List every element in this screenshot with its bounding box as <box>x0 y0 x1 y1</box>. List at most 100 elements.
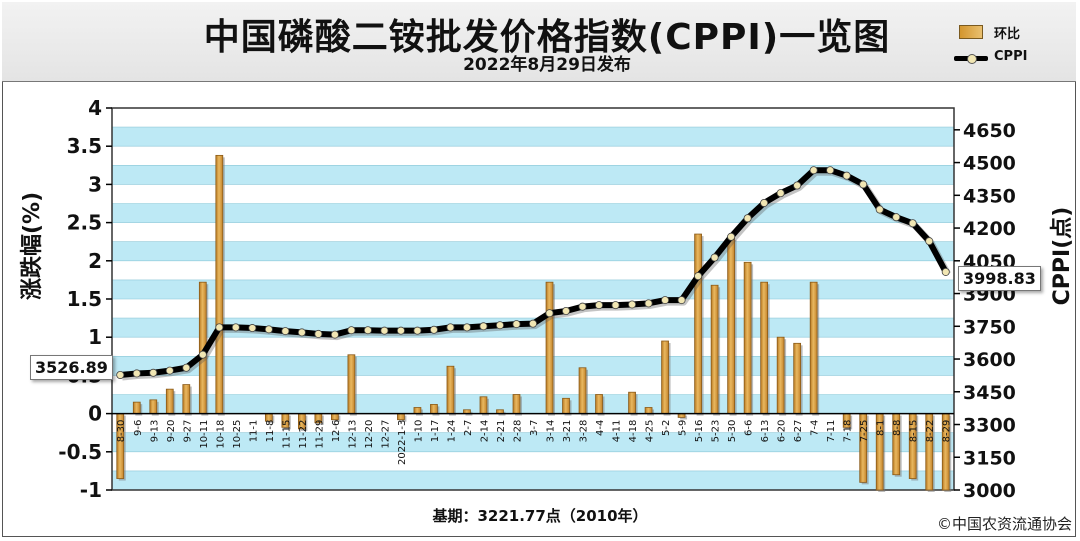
cppi-marker <box>925 237 934 246</box>
plot-band <box>112 222 954 242</box>
x-tick-label: 11-15 <box>281 420 292 449</box>
legend-item-line: CPPI <box>954 48 1074 68</box>
cppi-marker <box>595 301 604 310</box>
bar <box>479 396 488 414</box>
cppi-marker <box>116 370 125 379</box>
cppi-marker <box>760 198 769 207</box>
x-tick-label: 2022-1-3 <box>397 420 408 465</box>
x-tick-label: 4-11 <box>612 420 623 443</box>
x-tick-label: 6-27 <box>793 420 804 443</box>
plot-band <box>112 165 954 185</box>
base-period-note: 基期：3221.77点（2010年） <box>432 507 648 525</box>
legend-line-marker <box>967 54 977 64</box>
cppi-marker <box>215 323 224 332</box>
plot-band <box>112 432 954 452</box>
x-tick-label: 1-17 <box>430 420 441 443</box>
plot-band <box>112 394 954 414</box>
x-tick-label: 5-2 <box>661 420 672 436</box>
cppi-marker <box>495 321 504 330</box>
bar <box>694 233 702 414</box>
x-tick-label: 8-15 <box>909 420 920 443</box>
bar <box>165 388 174 415</box>
x-tick-label: 4-4 <box>595 420 606 436</box>
bar <box>182 384 191 414</box>
x-tick-label: 7-4 <box>810 420 821 436</box>
cppi-marker <box>727 232 736 241</box>
cppi-marker <box>908 219 917 228</box>
x-tick-label: 11-22 <box>298 420 309 449</box>
cppi-marker <box>677 296 686 305</box>
left-axis-title: 涨跌幅(%) <box>20 191 45 300</box>
plot-band <box>112 260 954 280</box>
x-tick-label: 6-13 <box>760 420 771 443</box>
legend-line-label: CPPI <box>994 49 1028 64</box>
right-tick-label: 3750 <box>963 316 1016 338</box>
cppi-marker <box>809 166 818 175</box>
x-tick-label: 6-6 <box>744 420 755 436</box>
left-tick-label: 3.5 <box>67 134 102 158</box>
cppi-marker <box>644 299 653 308</box>
plot-band <box>112 108 954 128</box>
bar <box>215 154 224 414</box>
bar <box>809 281 818 414</box>
x-tick-label: 2-28 <box>512 420 523 443</box>
cppi-marker <box>281 327 290 336</box>
x-tick-label: 12-20 <box>364 420 375 449</box>
right-tick-label: 3150 <box>963 447 1016 469</box>
x-tick-label: 4-18 <box>628 420 639 443</box>
bar <box>727 237 735 415</box>
plot-band <box>112 241 954 261</box>
right-tick-label: 4500 <box>963 153 1016 175</box>
bar <box>132 401 141 415</box>
cppi-marker <box>710 253 719 262</box>
cppi-marker <box>859 180 868 189</box>
cppi-marker <box>248 324 257 333</box>
x-tick-label: 5-23 <box>711 420 722 443</box>
bar <box>776 336 785 415</box>
left-tick-label: 0 <box>88 402 102 426</box>
x-tick-label: 9-20 <box>166 420 177 443</box>
legend: 环比 CPPI <box>954 22 1074 74</box>
cppi-marker <box>132 369 141 378</box>
bar <box>710 284 719 414</box>
chart-title: 中国磷酸二铵批发价格指数(CPPI)一览图 <box>203 17 891 58</box>
x-tick-label: 3-14 <box>546 420 557 443</box>
cppi-marker <box>694 272 703 281</box>
bar <box>430 404 438 415</box>
cppi-marker <box>198 350 207 359</box>
cppi-marker <box>231 323 240 332</box>
cppi-marker <box>743 214 752 223</box>
cppi-marker <box>396 326 405 335</box>
plot-band <box>112 146 954 166</box>
plot-band <box>112 127 954 147</box>
x-tick-label: 9-6 <box>133 420 144 436</box>
x-tick-label: 5-9 <box>678 420 689 436</box>
plot-band <box>112 337 954 357</box>
cppi-marker <box>264 325 273 334</box>
left-tick-label: -1 <box>80 478 102 502</box>
plot-band <box>112 299 954 319</box>
cppi-marker <box>446 323 455 332</box>
bar <box>512 394 521 415</box>
bar <box>661 340 669 414</box>
x-tick-label: 11-8 <box>265 420 276 443</box>
cppi-marker <box>512 320 521 329</box>
bar <box>644 407 653 415</box>
cppi-marker <box>363 326 372 335</box>
x-tick-label: 11-29 <box>314 420 325 449</box>
plot-band <box>112 184 954 204</box>
bar <box>331 413 339 421</box>
cppi-marker <box>165 366 174 375</box>
x-tick-label: 8-22 <box>925 420 936 443</box>
cppi-marker <box>314 329 323 338</box>
plot-band <box>112 375 954 395</box>
bar <box>793 342 802 415</box>
x-tick-label: 10-18 <box>215 420 226 449</box>
cppi-marker <box>149 368 158 377</box>
x-tick-label: 12-6 <box>331 420 342 443</box>
cppi-marker <box>776 189 785 198</box>
left-tick-label: 1.5 <box>67 287 102 311</box>
left-tick-label: 1 <box>88 325 102 349</box>
legend-item-bar: 环比 <box>954 22 1074 42</box>
right-tick-label: 4350 <box>963 185 1016 207</box>
